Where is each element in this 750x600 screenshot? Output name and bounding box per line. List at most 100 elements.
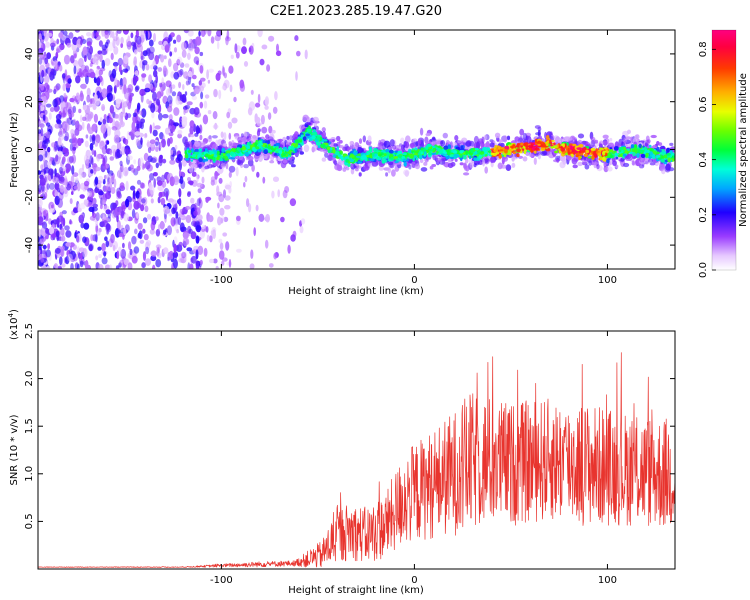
spectrogram-noise-blob	[56, 150, 63, 157]
spectrogram-noise-blob	[218, 250, 225, 260]
spectrogram-noise-blob	[97, 246, 102, 251]
spectrogram-noise-blob	[114, 151, 118, 160]
spectrogram-noise-blob	[241, 46, 247, 54]
spectrogram-halo-blob	[598, 143, 603, 148]
spectrogram-noise-blob	[69, 250, 76, 260]
spectrogram-noise-blob	[97, 175, 104, 184]
spectrogram-noise-blob	[119, 182, 125, 189]
spectrogram-halo-blob	[424, 136, 429, 144]
spectrogram-noise-blob	[171, 91, 177, 97]
spectrogram-noise-blob	[76, 124, 83, 132]
spectrogram-noise-blob	[171, 84, 176, 90]
spectrogram-noise-blob	[38, 53, 44, 58]
spectrogram-noise-blob	[127, 262, 133, 269]
spectrogram-noise-blob	[115, 98, 122, 104]
spectrogram-noise-blob	[81, 38, 87, 45]
spectrogram-halo-blob	[186, 144, 190, 148]
spectrogram-noise-blob	[47, 161, 51, 166]
spectrogram-noise-blob	[44, 192, 48, 199]
spectrogram-noise-blob	[167, 95, 173, 105]
spectrogram-noise-blob	[147, 155, 153, 163]
spectrogram-noise-blob	[50, 68, 55, 76]
spectrogram-noise-blob	[135, 85, 140, 91]
spectrogram-noise-blob	[210, 36, 215, 44]
spectrogram-noise-blob	[88, 103, 93, 108]
spectrogram-noise-blob	[150, 250, 157, 257]
spectrogram-noise-blob	[123, 258, 130, 266]
spectrogram-noise-blob	[277, 189, 281, 198]
spectrogram-signal-blob	[570, 151, 574, 154]
spectrogram-noise-blob	[163, 55, 167, 60]
spectrogram-halo-blob	[518, 155, 523, 159]
spectrogram-noise-blob	[45, 266, 51, 269]
spectrogram-noise-blob	[259, 58, 265, 66]
spectrogram-noise-blob	[144, 133, 148, 138]
spectrogram-halo-blob	[603, 140, 608, 146]
spectrogram-noise-blob	[144, 87, 151, 93]
spectrogram-noise-blob	[264, 105, 269, 110]
spectrogram-halo-blob	[440, 140, 446, 147]
spectrogram-noise-blob	[82, 236, 87, 243]
spectrogram-noise-blob	[54, 247, 61, 254]
spectrogram-noise-blob	[56, 48, 60, 54]
spectrogram-noise-blob	[197, 245, 204, 255]
spectrogram-noise-blob	[168, 125, 172, 130]
spectrogram-noise-blob	[265, 239, 269, 249]
spectrogram-noise-blob	[82, 46, 88, 56]
spectrogram-noise-blob	[101, 212, 105, 220]
spectrogram-signal-blob	[660, 159, 665, 163]
spectrogram-noise-blob	[223, 216, 229, 223]
spectrogram-noise-blob	[62, 147, 69, 154]
spectrogram-signal-blob	[246, 142, 251, 146]
spectrogram-noise-blob	[38, 41, 43, 50]
spectrogram-noise-blob	[95, 224, 99, 234]
spectrogram-noise-blob	[92, 234, 98, 242]
spectrogram-noise-blob	[59, 64, 63, 72]
spectrogram-noise-blob	[55, 182, 60, 191]
spectrogram-halo-blob	[658, 142, 663, 147]
spectrogram-noise-blob	[235, 51, 240, 59]
spectrogram-halo-blob	[240, 133, 244, 138]
spectrogram-noise-blob	[224, 195, 231, 201]
spectrogram-noise-blob	[92, 203, 98, 208]
spectrogram-halo-blob	[537, 153, 542, 160]
spectrogram-noise-blob	[95, 220, 98, 227]
spectrogram-noise-blob	[50, 42, 56, 48]
spectrogram-noise-blob	[42, 244, 47, 250]
spectrogram-noise-blob	[45, 41, 50, 48]
spectrogram-noise-blob	[176, 34, 182, 43]
spectrogram-halo-blob	[594, 139, 599, 144]
spectrogram-noise-blob	[157, 196, 161, 204]
spectrogram-noise-blob	[104, 30, 109, 35]
spectrogram-signal-blob	[553, 145, 558, 149]
spectrogram-noise-blob	[152, 91, 157, 102]
spectrogram-noise-blob	[154, 125, 161, 130]
spectrogram-halo-blob	[537, 126, 542, 132]
spectrogram-halo-blob	[358, 172, 362, 177]
spectrogram-noise-blob	[95, 58, 99, 66]
spectrogram-noise-blob	[280, 216, 285, 223]
spectrogram-halo-blob	[257, 122, 262, 126]
spectrogram-noise-blob	[157, 224, 161, 232]
spectrogram-noise-blob	[242, 37, 247, 46]
spectrogram-noise-blob	[94, 176, 99, 186]
spectrogram-noise-blob	[177, 153, 183, 162]
spectrogram-signal-blob	[204, 158, 209, 162]
spectrogram-noise-blob	[56, 217, 60, 227]
spectrogram-noise-blob	[59, 127, 63, 136]
spectrogram-noise-blob	[44, 75, 50, 84]
spectrogram-noise-blob	[91, 124, 97, 132]
spectrogram-noise-blob	[217, 216, 222, 226]
spectrogram-noise-blob	[134, 70, 139, 77]
spectrogram-halo-blob	[646, 139, 651, 144]
spectrogram-noise-blob	[268, 35, 275, 42]
spectrogram-noise-blob	[81, 121, 85, 131]
spectrogram-halo-blob	[511, 162, 516, 168]
spectrogram-noise-blob	[129, 248, 133, 256]
spectrogram-noise-blob	[44, 235, 49, 240]
spectrogram-signal-blob	[658, 149, 662, 153]
spectrogram-noise-blob	[273, 252, 278, 260]
spectrogram-halo-blob	[410, 142, 414, 149]
spectrogram-noise-blob	[108, 70, 113, 78]
spectrogram-noise-blob	[87, 202, 94, 207]
